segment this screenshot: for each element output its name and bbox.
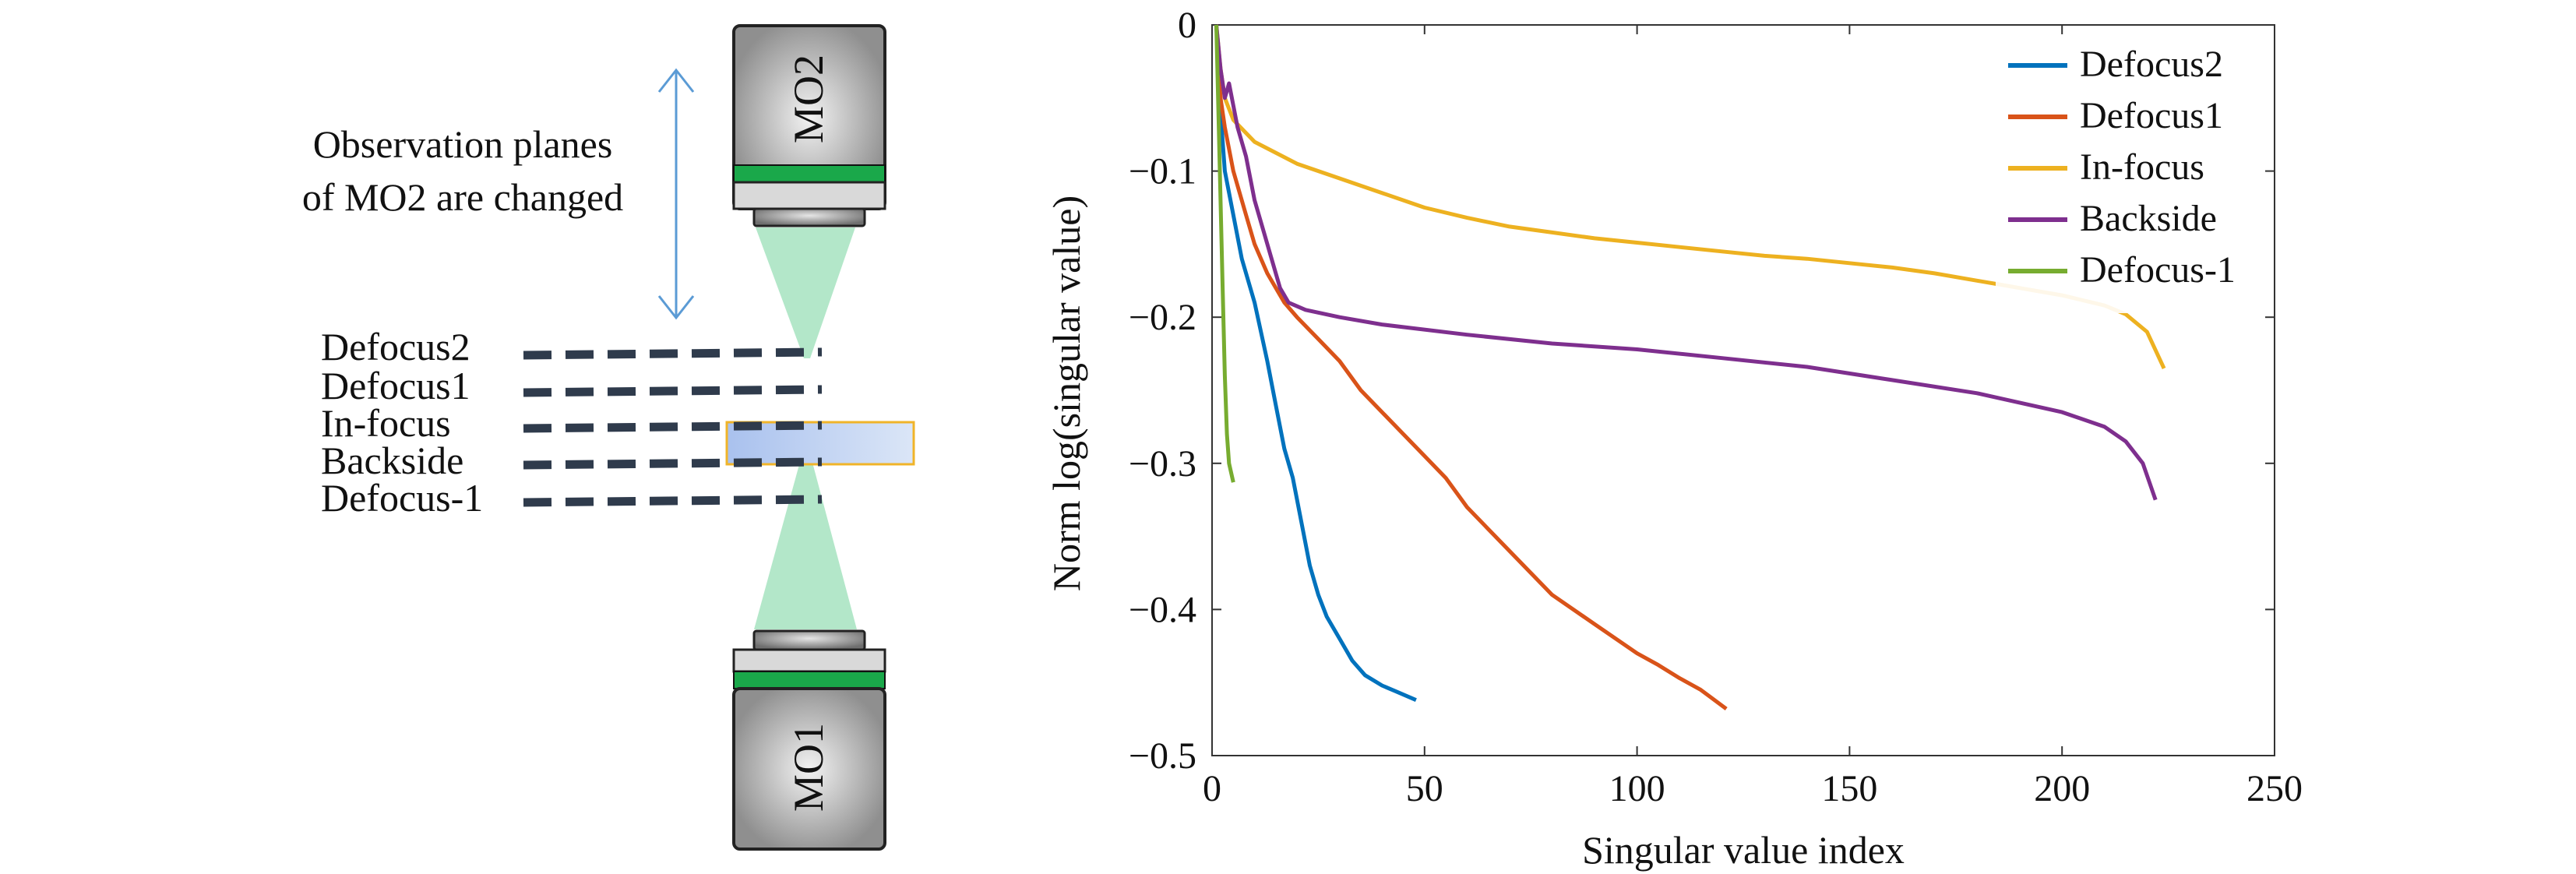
objective-mo2: MO2 bbox=[732, 24, 886, 227]
x-tick-label: 250 bbox=[2247, 768, 2303, 809]
observation-planes bbox=[523, 347, 823, 507]
y-tick-label: −0.3 bbox=[1129, 443, 1196, 485]
plane-dash-defocus2 bbox=[523, 347, 823, 360]
plane-dash-defocus1 bbox=[523, 385, 823, 397]
legend-label: Defocus-1 bbox=[2080, 249, 2236, 291]
y-tick-label: −0.5 bbox=[1129, 735, 1196, 777]
plane-label-defocus-1: Defocus-1 bbox=[321, 476, 483, 520]
chart-series bbox=[1214, 24, 2166, 711]
y-tick-label: −0.4 bbox=[1129, 589, 1196, 630]
series-line-defocus1 bbox=[1214, 24, 1728, 711]
legend-label: In-focus bbox=[2080, 146, 2204, 188]
plane-dash-in-focus bbox=[523, 421, 823, 433]
double-arrow-icon bbox=[657, 68, 695, 320]
y-axis-label: Norm log(singular value) bbox=[1045, 196, 1088, 591]
x-axis-label: Singular value index bbox=[1582, 828, 1905, 872]
chart-legend: Defocus2 Defocus1 In-focus Backside Defocus-… bbox=[1996, 42, 2265, 313]
annotation-line-2: of MO2 are changed bbox=[302, 175, 623, 219]
legend-label: Backside bbox=[2080, 198, 2217, 239]
objective-mo1: MO1 bbox=[732, 629, 886, 851]
beam-cone-top bbox=[756, 227, 855, 358]
plane-label-defocus1: Defocus1 bbox=[321, 364, 470, 407]
x-tick-label: 200 bbox=[2034, 768, 2090, 809]
series-line-defocus-1 bbox=[1214, 24, 1235, 483]
beam-cone-bottom bbox=[754, 436, 857, 629]
series-line-defocus2 bbox=[1214, 24, 1417, 702]
chart: 0 50 100 150 200 250 0 −0.1 −0.2 −0.3 −0.4 −0.5 Sin… bbox=[1045, 5, 2303, 872]
x-tick-label: 100 bbox=[1609, 768, 1665, 809]
plane-dash-backside bbox=[523, 457, 823, 470]
objective-mo2-label: MO2 bbox=[785, 55, 832, 143]
series-line-backside bbox=[1214, 24, 2158, 501]
y-tick-label: 0 bbox=[1178, 5, 1196, 46]
chart-ticks: 0 50 100 150 200 250 0 −0.1 −0.2 −0.3 −0.4 −0.5 bbox=[1129, 5, 2303, 809]
plane-label-backside: Backside bbox=[321, 439, 463, 482]
x-tick-label: 50 bbox=[1406, 768, 1443, 809]
plane-label-defocus2: Defocus2 bbox=[321, 325, 470, 368]
legend-label: Defocus1 bbox=[2080, 95, 2223, 136]
objective-mo1-label: MO1 bbox=[785, 723, 832, 812]
x-tick-label: 0 bbox=[1203, 768, 1221, 809]
x-tick-label: 150 bbox=[1821, 768, 1877, 809]
plane-label-in-focus: In-focus bbox=[321, 401, 451, 445]
legend-label: Defocus2 bbox=[2080, 44, 2223, 85]
y-tick-label: −0.1 bbox=[1129, 151, 1196, 192]
optical-diagram: MO2 MO1 Observation planes of MO2 are ch… bbox=[302, 24, 915, 851]
annotation-line-1: Observation planes bbox=[313, 122, 613, 166]
y-tick-label: −0.2 bbox=[1129, 297, 1196, 338]
plane-dash-defocus-1 bbox=[523, 495, 823, 507]
legend-background bbox=[1996, 42, 2265, 313]
